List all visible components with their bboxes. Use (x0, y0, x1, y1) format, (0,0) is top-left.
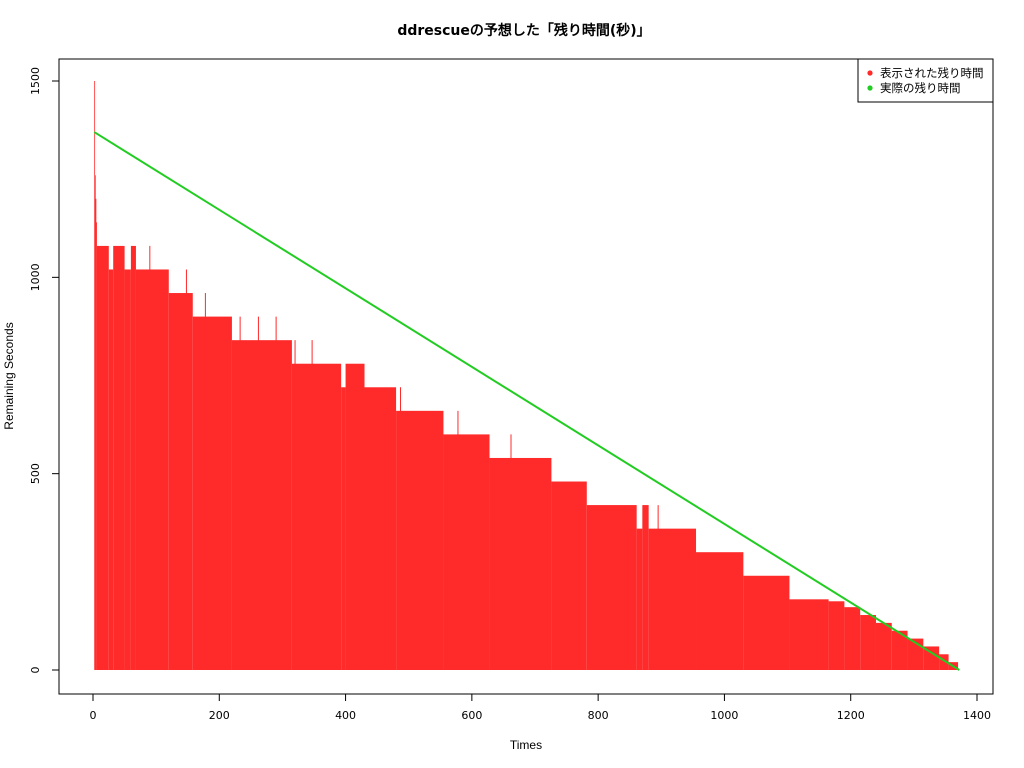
remaining-time-bar (96, 222, 97, 671)
legend-marker-displayed (867, 70, 873, 76)
remaining-time-bar (489, 457, 552, 670)
remaining-time-bar (844, 607, 861, 670)
legend-label-actual: 実際の残り時間 (880, 81, 961, 95)
legend-marker-actual (867, 85, 873, 91)
remaining-time-bar (586, 505, 637, 670)
remaining-time-bar (860, 615, 876, 670)
remaining-time-bar (168, 293, 193, 670)
remaining-time-bar (95, 198, 97, 671)
remaining-time-bar (828, 601, 845, 670)
remaining-time-bar (923, 646, 940, 670)
remaining-time-bar (396, 410, 444, 670)
remaining-time-bar (907, 638, 924, 670)
chart-title: ddrescueの予想した「残り時間(秒)」 (397, 22, 650, 39)
actual-remaining-series (93, 131, 960, 671)
x-tick-label: 400 (335, 709, 356, 722)
remaining-time-bar (642, 505, 649, 670)
y-tick-label: 500 (29, 463, 42, 484)
remaining-time-bar (96, 245, 109, 671)
remaining-time-bar (551, 481, 587, 670)
remaining-time-bar (648, 528, 697, 670)
remaining-time-bar (113, 245, 125, 671)
remaining-time-bar (94, 81, 96, 670)
remaining-time-bar (364, 387, 397, 670)
actual-remaining-line (93, 131, 960, 671)
x-tick-label: 1400 (963, 709, 991, 722)
x-tick-label: 1000 (710, 709, 738, 722)
remaining-time-spikes (149, 245, 659, 670)
x-axis-label: Times (510, 738, 542, 752)
remaining-time-bar (135, 269, 169, 670)
legend-box (857, 58, 994, 103)
x-tick-label: 1200 (837, 709, 865, 722)
y-tick-label: 0 (29, 667, 42, 674)
remaining-time-bar (124, 269, 131, 670)
remaining-time-bar (108, 269, 114, 670)
y-axis: 0 500 1000 1500 (29, 67, 60, 674)
legend-label-displayed: 表示された残り時間 (880, 66, 984, 80)
remaining-time-bar (231, 340, 292, 670)
remaining-time-bar (130, 245, 136, 671)
remaining-time-bar (345, 363, 365, 670)
y-tick-label: 1000 (29, 263, 42, 291)
legend: 表示された残り時間 実際の残り時間 (857, 58, 994, 103)
remaining-time-bar (192, 316, 232, 670)
remaining-time-bar (939, 654, 949, 670)
remaining-time-bar (341, 387, 346, 670)
remaining-time-bar (291, 363, 342, 670)
y-tick-label: 1500 (29, 67, 42, 95)
x-tick-label: 0 (90, 709, 97, 722)
x-axis: 0 200 400 600 800 1000 1200 1400 (90, 693, 991, 722)
x-tick-label: 200 (209, 709, 230, 722)
remaining-time-bar (789, 599, 829, 670)
remaining-time-bar (696, 552, 744, 670)
remaining-time-bar (743, 575, 790, 670)
remaining-time-bar (891, 630, 908, 670)
remaining-time-bar (94, 175, 96, 671)
remaining-time-bar (636, 528, 643, 670)
x-tick-label: 600 (461, 709, 482, 722)
x-tick-label: 800 (588, 709, 609, 722)
remaining-time-bars (94, 81, 959, 671)
y-axis-label: Remaining Seconds (2, 322, 16, 429)
remaining-time-bar (443, 434, 490, 670)
remaining-time-bar (875, 622, 892, 670)
